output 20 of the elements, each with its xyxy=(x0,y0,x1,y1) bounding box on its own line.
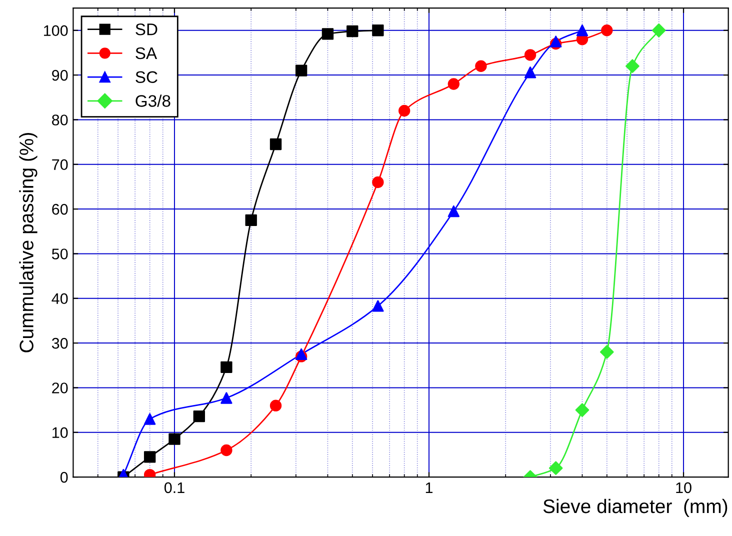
x-tick-label: 10 xyxy=(676,482,692,494)
legend-label: SC xyxy=(136,71,158,84)
y-tick-label: 80 xyxy=(52,114,68,126)
y-tick-label: 40 xyxy=(52,293,68,304)
legend-label: G3/8 xyxy=(136,94,170,107)
y-axis-title: Cummulative passing (%) xyxy=(19,132,38,352)
x-tick-label: 1 xyxy=(426,482,433,493)
x-axis-title: Sieve diameter (mm) xyxy=(543,498,728,518)
y-tick-label: 30 xyxy=(52,338,68,349)
y-tick-label: 70 xyxy=(52,159,68,170)
y-tick-label: 20 xyxy=(52,382,68,394)
y-tick-label: 60 xyxy=(52,204,68,215)
legend-label: SD xyxy=(136,23,158,36)
y-tick-label: 50 xyxy=(52,248,68,260)
y-tick-label: 0 xyxy=(60,472,68,483)
y-tick-label: 100 xyxy=(44,25,68,36)
legend-label: SA xyxy=(136,47,158,60)
x-tick-label: 0.1 xyxy=(164,482,184,494)
y-tick-label: 10 xyxy=(52,427,68,438)
y-tick-label: 90 xyxy=(52,70,68,81)
